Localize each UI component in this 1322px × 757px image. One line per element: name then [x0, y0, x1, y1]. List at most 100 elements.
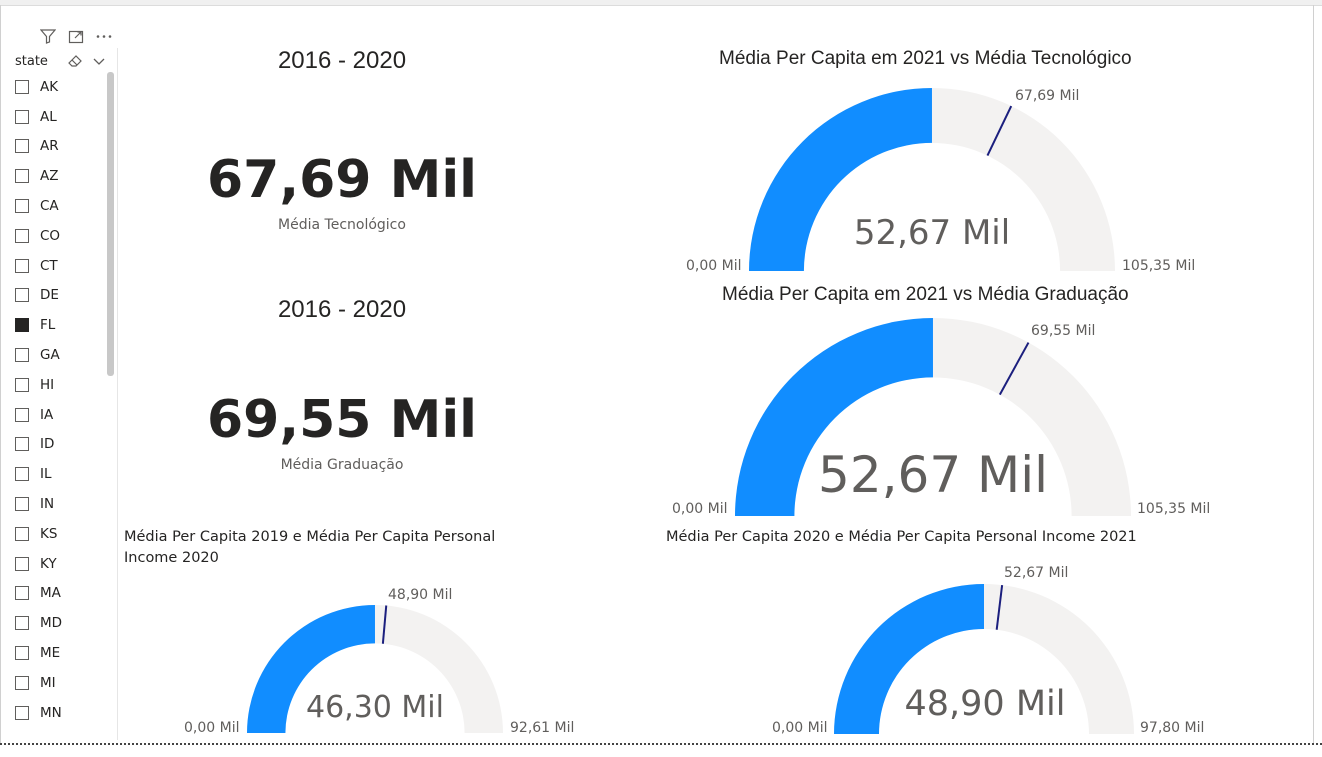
- slicer-item-label: CO: [40, 227, 61, 244]
- slicer-item-label: IN: [40, 496, 55, 513]
- gauge-value-arc[interactable]: [247, 605, 375, 733]
- gauge-2-target-label: 69,55 Mil: [1031, 323, 1096, 339]
- slicer-item-mn[interactable]: MN: [3, 698, 105, 728]
- slicer-item-al[interactable]: AL: [3, 102, 105, 132]
- slicer-item-ak[interactable]: AK: [3, 72, 105, 102]
- checkbox[interactable]: [15, 467, 29, 482]
- checkbox[interactable]: [15, 348, 29, 363]
- slicer-item-label: MI: [40, 674, 56, 691]
- slicer-item-ga[interactable]: GA: [3, 340, 105, 370]
- more-options-icon[interactable]: [94, 27, 114, 45]
- slicer-item-ca[interactable]: CA: [3, 191, 105, 221]
- slicer-item-mi[interactable]: MI: [3, 668, 105, 698]
- slicer-item-ar[interactable]: AR: [3, 132, 105, 162]
- checkbox[interactable]: [15, 407, 29, 422]
- state-slicer: state AK AL AR AZ CA CO CT DE FL GA HI IA ID IL IN KS KY…: [3, 48, 118, 740]
- slicer-item-label: ID: [40, 436, 55, 453]
- canvas-border-left: [0, 5, 1, 745]
- slicer-item-label: GA: [40, 347, 60, 364]
- gauge-value-arc[interactable]: [735, 318, 933, 516]
- slicer-item-label: AR: [40, 138, 59, 155]
- gauge-3-min-label: 0,00 Mil: [184, 720, 240, 736]
- slicer-item-id[interactable]: ID: [3, 430, 105, 460]
- gauge-3-title: Média Per Capita 2019 e Média Per Capita…: [124, 529, 496, 566]
- checkbox[interactable]: [15, 705, 29, 720]
- slicer-item-label: ME: [40, 645, 61, 662]
- checkbox[interactable]: [15, 139, 29, 154]
- slicer-item-co[interactable]: CO: [3, 221, 105, 251]
- gauge-3-target-label: 48,90 Mil: [388, 587, 453, 603]
- eraser-icon[interactable]: [66, 53, 84, 69]
- gauge-target-marker[interactable]: [995, 584, 1004, 630]
- slicer-item-de[interactable]: DE: [3, 281, 105, 311]
- slicer-item-label: MN: [40, 704, 62, 721]
- checkbox[interactable]: [15, 437, 29, 452]
- card-1-title: 2016 - 2020: [277, 47, 407, 74]
- chevron-down-icon[interactable]: [91, 53, 107, 67]
- card-2-caption: Média Graduação: [280, 457, 404, 473]
- checkbox[interactable]: [15, 377, 29, 392]
- ribbon-strip: [0, 0, 1322, 6]
- slicer-item-label: KY: [40, 555, 57, 572]
- slicer-item-in[interactable]: IN: [3, 489, 105, 519]
- gauge-1-value: 52,67 Mil: [853, 213, 1011, 253]
- card-2-value: 69,55 Mil: [207, 390, 477, 450]
- checkbox[interactable]: [15, 556, 29, 571]
- slicer-item-label: CA: [40, 198, 59, 215]
- slicer-item-az[interactable]: AZ: [3, 161, 105, 191]
- slicer-item-ky[interactable]: KY: [3, 549, 105, 579]
- slicer-item-me[interactable]: ME: [3, 638, 105, 668]
- gauge-2-min-label: 0,00 Mil: [672, 501, 728, 517]
- slicer-item-ks[interactable]: KS: [3, 519, 105, 549]
- filter-icon[interactable]: [38, 27, 58, 45]
- slicer-item-fl[interactable]: FL: [3, 310, 105, 340]
- checkbox[interactable]: [15, 646, 29, 661]
- slicer-item-label: IA: [40, 406, 54, 423]
- slicer-item-label: KS: [40, 525, 58, 542]
- gauge-4-min-label: 0,00 Mil: [772, 720, 828, 736]
- gauge-3-chart: [247, 605, 503, 733]
- slicer-item-label: AL: [40, 108, 57, 125]
- slicer-item-ct[interactable]: CT: [3, 251, 105, 281]
- checkbox[interactable]: [15, 258, 29, 273]
- focus-mode-icon[interactable]: [66, 27, 86, 45]
- slicer-item-label: DE: [40, 287, 59, 304]
- gauge-value-arc[interactable]: [749, 88, 932, 271]
- slicer-scrollbar[interactable]: [107, 72, 114, 376]
- checkbox[interactable]: [15, 526, 29, 541]
- slicer-item-label: AZ: [40, 168, 59, 185]
- canvas-bottom-border: [0, 743, 1322, 745]
- checkbox[interactable]: [15, 288, 29, 303]
- slicer-item-ia[interactable]: IA: [3, 400, 105, 430]
- slicer-item-il[interactable]: IL: [3, 459, 105, 489]
- gauge-1-min-label: 0,00 Mil: [686, 258, 742, 274]
- checkbox[interactable]: [15, 199, 29, 214]
- gauge-4-value: 48,90 Mil: [904, 684, 1066, 724]
- canvas-border-right: [1313, 5, 1314, 745]
- checkbox[interactable]: [15, 228, 29, 243]
- gauge-4-title: Média Per Capita 2020 e Média Per Capita…: [666, 529, 1137, 545]
- slicer-item-label: HI: [40, 376, 55, 393]
- card-1-caption: Média Tecnológico: [278, 217, 406, 233]
- checkbox[interactable]: [15, 318, 29, 333]
- gauge-target-marker[interactable]: [998, 342, 1030, 396]
- slicer-item-ma[interactable]: MA: [3, 579, 105, 609]
- gauge-value-arc[interactable]: [834, 584, 984, 734]
- checkbox[interactable]: [15, 497, 29, 512]
- checkbox[interactable]: [15, 586, 29, 601]
- slicer-list: AK AL AR AZ CA CO CT DE FL GA HI IA ID IL IN KS KY MA MD ME…: [3, 72, 105, 728]
- slicer-item-label: CT: [40, 257, 58, 274]
- checkbox[interactable]: [15, 169, 29, 184]
- checkbox[interactable]: [15, 109, 29, 124]
- card-1-value: 67,69 Mil: [207, 150, 477, 210]
- slicer-item-md[interactable]: MD: [3, 608, 105, 638]
- gauge-target-marker[interactable]: [381, 605, 388, 644]
- gauge-2-max-label: 105,35 Mil: [1137, 501, 1211, 517]
- slicer-item-hi[interactable]: HI: [3, 370, 105, 400]
- checkbox[interactable]: [15, 675, 29, 690]
- gauge-1-title: Média Per Capita em 2021 vs Média Tecnol…: [719, 48, 1132, 69]
- checkbox[interactable]: [15, 79, 29, 94]
- gauge-target-marker[interactable]: [986, 105, 1013, 156]
- gauge-2-value: 52,67 Mil: [818, 446, 1048, 504]
- checkbox[interactable]: [15, 616, 29, 631]
